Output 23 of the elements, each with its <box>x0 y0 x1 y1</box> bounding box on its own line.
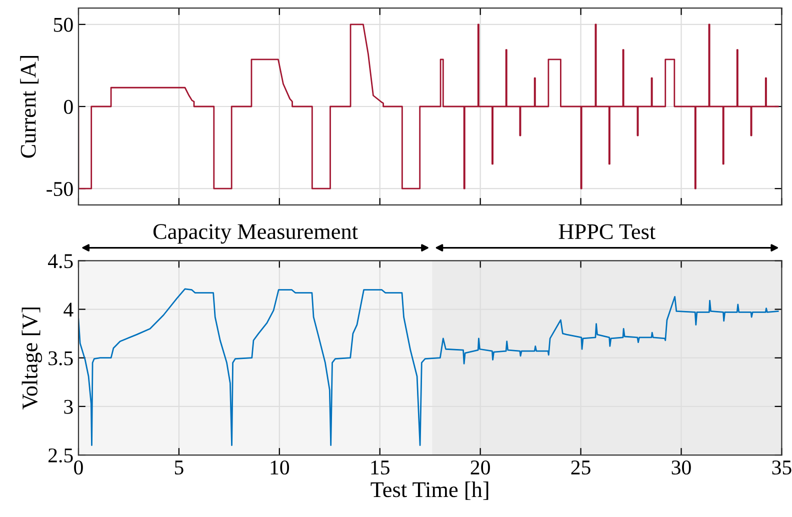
y-tick-label: 2.5 <box>48 448 73 463</box>
line-series <box>78 24 779 190</box>
y-tick-label: 50 <box>54 18 73 32</box>
band-label: Capacity Measurement <box>153 224 358 244</box>
y-tick-label: 3.5 <box>48 351 73 366</box>
x-axis-title: Test Time [h] <box>370 482 488 500</box>
line-series <box>78 288 779 446</box>
x-tick-label: 5 <box>174 460 184 475</box>
y-tick-label: -50 <box>46 182 73 196</box>
x-tick-label: 10 <box>270 460 290 475</box>
y-tick-label: 4.5 <box>48 254 73 268</box>
x-tick-label: 35 <box>772 460 792 475</box>
x-tick-label: 25 <box>571 460 590 475</box>
y-tick-label: 4 <box>64 302 74 317</box>
x-tick-label: 20 <box>470 460 490 475</box>
y-tick-label: 3 <box>64 400 73 414</box>
y-axis-title: Current [A] <box>20 56 39 158</box>
x-tick-label: 15 <box>371 460 390 475</box>
x-tick-label: 0 <box>74 460 83 475</box>
y-axis-title: Voltage [V] <box>22 308 42 410</box>
x-tick-label: 30 <box>672 460 691 475</box>
y-tick-label: 0 <box>64 100 73 114</box>
band-label: HPPC Test <box>558 224 656 240</box>
